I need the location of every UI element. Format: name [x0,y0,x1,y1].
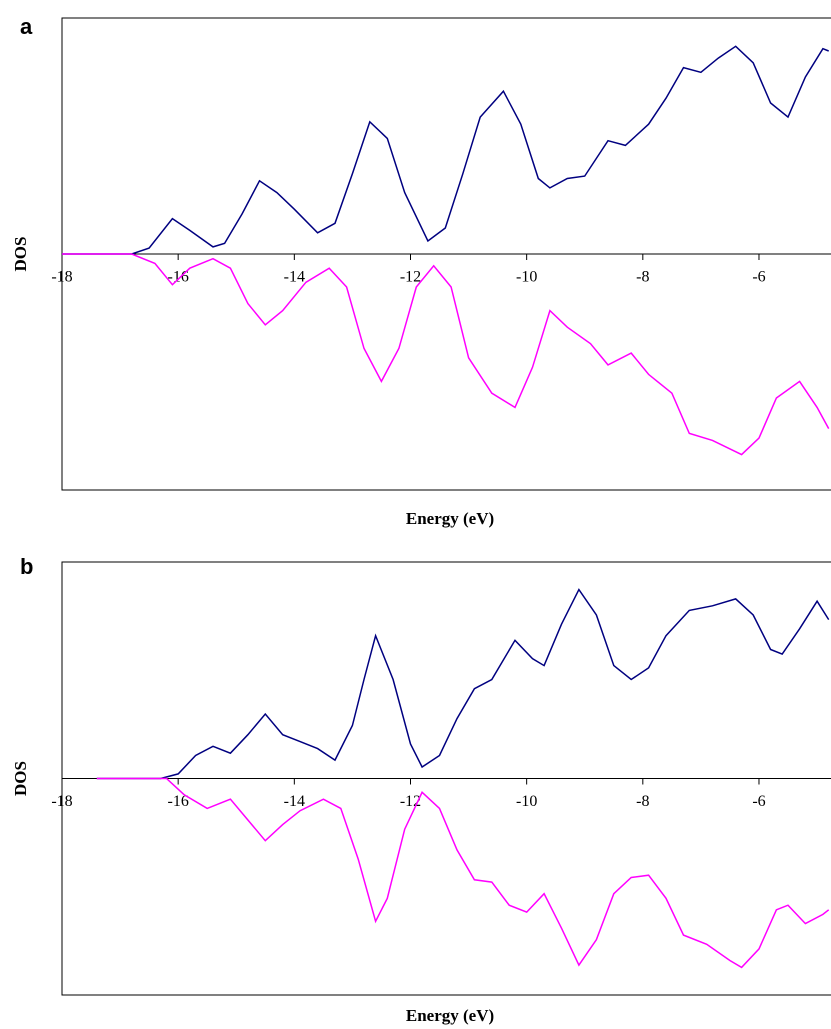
x-tick-label: -6 [752,269,765,286]
x-tick-label: -16 [167,793,188,810]
dos-line [96,777,830,969]
panel-label: a [20,14,33,39]
dos-line [62,45,829,255]
x-tick-label: -18 [51,793,72,810]
dos-line [62,253,830,456]
dos-line [96,588,830,780]
panel-label: b [20,554,33,579]
x-tick-label: -12 [400,269,421,286]
x-axis-label: Energy (eV) [406,1006,494,1025]
x-tick-label: -14 [284,269,305,286]
x-tick-label: -10 [516,793,537,810]
y-axis-label: DOS [11,237,30,272]
x-tick-label: -6 [752,793,765,810]
x-tick-label: -10 [516,269,537,286]
x-tick-label: -18 [51,269,72,286]
x-tick-label: -8 [636,793,649,810]
x-tick-label: -16 [167,269,188,286]
x-tick-label: -8 [636,269,649,286]
x-tick-label: -14 [284,793,305,810]
y-axis-label: DOS [11,761,30,796]
x-axis-label: Energy (eV) [406,509,494,528]
